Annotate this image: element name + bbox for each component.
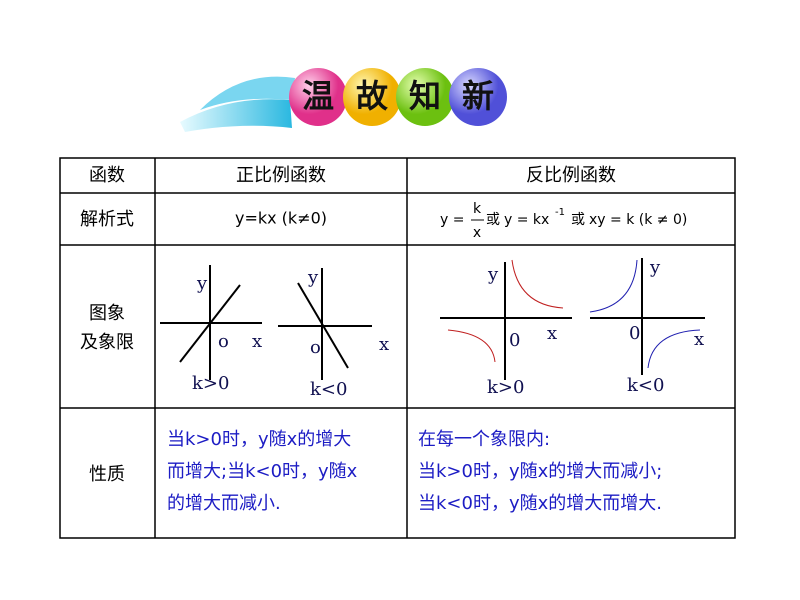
banner-char: 温 (302, 77, 334, 115)
graph-caption: k<0 (627, 375, 664, 396)
direct-formula: y=kx (k≠0) (235, 209, 327, 228)
graph-caption: k>0 (487, 377, 524, 398)
axis-label: y (307, 267, 319, 288)
row-label: 解析式 (80, 209, 134, 230)
banner-circle (449, 68, 507, 126)
axis-label: x (252, 331, 262, 352)
origin-label: o (218, 331, 229, 352)
axis-label: x (379, 334, 389, 355)
formula-part: y = (440, 212, 464, 228)
banner-circle (343, 68, 401, 126)
header-cell: 函数 (89, 165, 125, 186)
axis-label: y (649, 257, 661, 278)
banner-char: 新 (462, 77, 494, 115)
row-label: 及象限 (80, 332, 134, 353)
banner: 温 故 知 新 (180, 68, 507, 132)
graph-caption: k<0 (310, 379, 347, 400)
axis-label: x (547, 323, 557, 344)
graph-line (297, 282, 349, 369)
table-border (59, 157, 736, 539)
formula-part: xy = k (k ≠ 0) (589, 212, 687, 228)
formula-part: 或 (571, 212, 585, 228)
origin-label: 0 (629, 323, 640, 344)
header-cell: 正比例函数 (236, 165, 326, 186)
formula-part: x (473, 225, 481, 241)
formula-part: k (473, 201, 482, 217)
property-text: 的增大而减小. (167, 493, 281, 514)
formula-part: -1 (555, 207, 565, 218)
book-page (200, 76, 295, 110)
banner-char: 故 (356, 77, 388, 115)
graph-caption: k>0 (192, 373, 229, 394)
formula-part: 或 (486, 212, 500, 228)
inverse-formula: y = k x 或 y = kx -1 或 xy = k (k ≠ 0) (440, 201, 687, 241)
property-text: 而增大;当k<0时，y随x (167, 461, 358, 482)
banner-circle (396, 68, 454, 126)
graph-line (179, 284, 241, 363)
hyperbola (447, 329, 496, 363)
origin-label: o (310, 337, 321, 358)
book-icon (180, 99, 292, 132)
hyperbola (589, 259, 638, 313)
row-label: 性质 (89, 464, 125, 485)
property-text: 当k>0时，y随x的增大而减小; (418, 461, 662, 482)
origin-label: 0 (509, 330, 520, 351)
banner-char: 知 (409, 77, 441, 115)
graphs: y x o k>0 y x o k<0 y x 0 k>0 y x 0 k<0 (160, 257, 705, 400)
axis-label: x (694, 329, 704, 350)
axis-label: y (196, 273, 208, 294)
table-grid (59, 157, 736, 539)
row-label: 图象 (89, 303, 125, 324)
banner-circle (289, 68, 347, 126)
formula-part: y = kx (504, 212, 549, 228)
property-text: 在每一个象限内: (418, 429, 550, 450)
property-text: 当k>0时，y随x的增大 (167, 429, 351, 450)
header-cell: 反比例函数 (526, 165, 616, 186)
hyperbola (647, 329, 701, 369)
property-text: 当k<0时，y随x的增大而增大. (418, 493, 662, 514)
hyperbola (511, 259, 564, 309)
axis-label: y (487, 264, 499, 285)
